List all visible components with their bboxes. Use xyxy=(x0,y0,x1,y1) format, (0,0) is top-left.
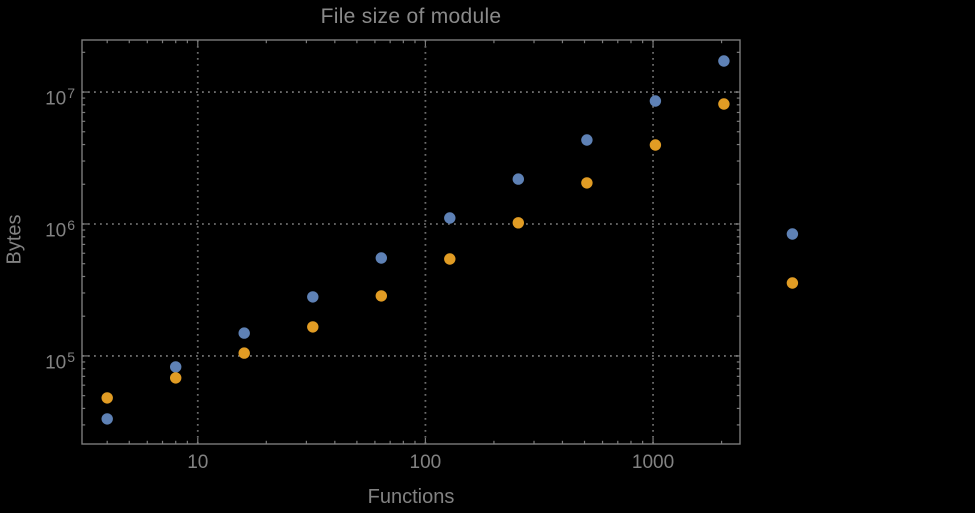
series-1-blue xyxy=(101,55,799,425)
x-tick-label-1000: 1000 xyxy=(631,452,675,473)
y-tick-label-1e6: 106 xyxy=(45,216,75,242)
data-point xyxy=(307,291,319,303)
y-tick-label-1e7: 107 xyxy=(45,85,75,110)
data-point xyxy=(238,347,250,359)
data-point xyxy=(512,217,524,229)
plot-frame xyxy=(81,39,741,445)
x-axis-title: Functions xyxy=(367,486,455,508)
data-point xyxy=(444,212,456,224)
data-point xyxy=(649,139,662,151)
data-point xyxy=(101,392,113,404)
gridlines xyxy=(82,40,740,444)
data-point xyxy=(170,361,182,373)
data-point xyxy=(238,327,250,339)
data-point xyxy=(170,372,182,384)
data-point xyxy=(786,228,799,240)
y-axis-title: Bytes xyxy=(3,214,26,265)
axis-ticks xyxy=(82,40,740,444)
data-point xyxy=(307,321,319,333)
x-tick-label-10: 10 xyxy=(187,452,209,473)
data-point xyxy=(581,177,593,189)
series-2-orange xyxy=(101,98,799,404)
data-point xyxy=(375,252,387,264)
x-tick-label-100: 100 xyxy=(409,452,442,473)
data-point xyxy=(581,134,593,146)
data-point xyxy=(375,290,387,302)
data-point xyxy=(786,277,799,289)
data-point xyxy=(444,253,456,265)
data-point xyxy=(512,173,524,185)
data-point xyxy=(718,98,730,110)
data-point xyxy=(718,55,730,67)
data-point xyxy=(101,413,113,425)
data-point xyxy=(649,95,662,107)
y-tick-label-1e5: 105 xyxy=(45,348,75,374)
chart-title: File size of module xyxy=(320,5,502,28)
